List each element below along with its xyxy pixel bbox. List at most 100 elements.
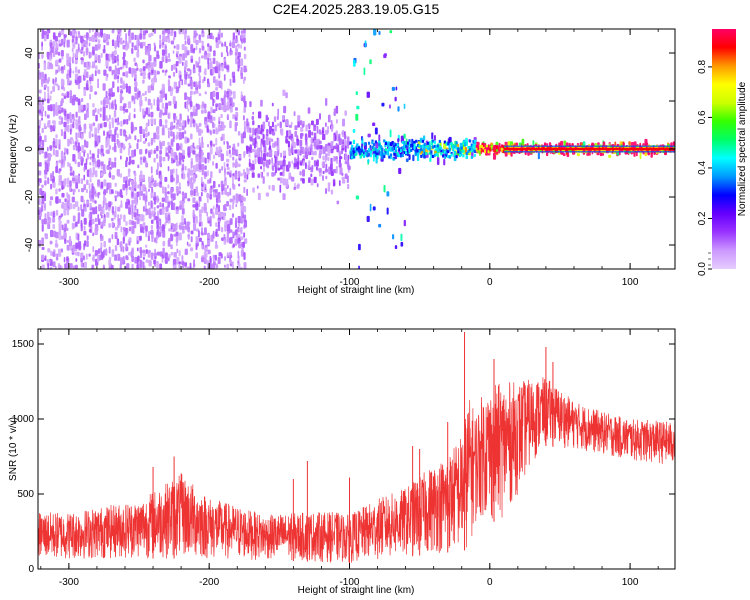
spectrogram-cell: [159, 162, 162, 167]
spectrogram-cell: [220, 180, 224, 185]
spectrogram-cell: [411, 140, 414, 144]
spectrogram-cell: [170, 175, 174, 183]
spectrogram-cell: [38, 125, 41, 129]
spectrogram-cell: [49, 200, 52, 206]
spectrogram-cell: [156, 220, 159, 228]
spectrogram-cell: [86, 108, 89, 112]
spectrogram-cell: [38, 127, 40, 136]
spectrogram-cell: [55, 188, 58, 195]
spectrogram-x-tick-label: -300: [59, 277, 79, 288]
spectrogram-cell: [257, 173, 261, 178]
spectrogram-cell: [54, 265, 57, 269]
spectrogram-cell: [133, 108, 136, 113]
spectrogram-cell: [103, 189, 107, 196]
spectrogram-cell: [120, 96, 124, 101]
spectrogram-cell: [189, 180, 193, 189]
spectrogram-cell: [125, 221, 128, 226]
spectrogram-cell: [243, 219, 248, 228]
spectrogram-cell: [60, 128, 64, 137]
spectrogram-cell: [590, 145, 593, 149]
spectrogram-cell: [150, 182, 154, 186]
spectrogram-cell: [277, 167, 281, 171]
spectrogram-cell: [122, 143, 125, 151]
spectrogram-cell: [251, 163, 255, 171]
spectrogram-cell: [145, 208, 148, 212]
spectrogram-cell: [187, 73, 191, 79]
spectrogram-cell: [106, 73, 109, 78]
spectrogram-cell: [92, 232, 95, 237]
spectrogram-cell: [469, 148, 472, 152]
spectrogram-cell: [69, 80, 72, 84]
spectrogram-cell: [196, 192, 199, 197]
spectrogram-cell: [58, 139, 61, 145]
spectrogram-cell: [271, 185, 275, 191]
spectrogram-cell: [161, 49, 166, 56]
spectrogram-cell: [299, 171, 302, 176]
spectrogram-cell: [234, 107, 238, 111]
spectrogram-cell: [128, 207, 132, 215]
spectrogram-cell: [88, 213, 91, 219]
spectrogram-cell: [200, 221, 203, 227]
spectrogram-cell: [252, 159, 254, 164]
spectrogram-cell: [356, 105, 360, 110]
spectrogram-cell: [234, 238, 238, 246]
spectrogram-cell: [352, 129, 356, 133]
carrier-line: [503, 147, 675, 151]
spectrogram-cell: [139, 260, 143, 269]
spectrogram-cell: [664, 145, 667, 149]
spectrogram-cell: [455, 146, 458, 150]
spectrogram-cell: [94, 207, 97, 212]
spectrogram-cell: [351, 144, 354, 148]
spectrogram-cell: [462, 141, 465, 145]
spectrogram-cell: [285, 139, 289, 144]
spectrogram-cell: [55, 102, 58, 108]
spectrogram-cell: [300, 126, 304, 132]
spectrogram-cell: [228, 89, 232, 97]
spectrogram-cell: [203, 265, 206, 269]
spectrogram-y-tick-label: -40: [24, 237, 35, 252]
spectrogram-cell: [162, 186, 165, 194]
spectrogram-cell: [164, 29, 168, 32]
spectrogram-cell: [165, 192, 168, 198]
spectrogram-cell: [195, 203, 199, 211]
spectrogram-cell: [288, 172, 292, 180]
spectrogram-cell: [234, 123, 238, 132]
spectrogram-cell: [361, 153, 364, 157]
spectrogram-cell: [263, 168, 265, 173]
spectrogram-cell: [49, 259, 52, 263]
spectrogram-cell: [184, 262, 188, 267]
spectrogram-cell: [108, 57, 111, 62]
spectrogram-cell: [228, 172, 232, 177]
spectrogram-cell: [544, 145, 547, 149]
spectrogram-cell: [46, 98, 50, 104]
spectrogram-cell: [215, 91, 219, 100]
spectrogram-cell: [119, 242, 122, 248]
spectrogram-cell: [623, 145, 627, 149]
spectrogram-cell: [46, 114, 50, 119]
snr-y-tick-label: 1000: [12, 414, 35, 425]
spectrogram-cell: [240, 58, 244, 67]
spectrogram-cell: [335, 119, 338, 124]
spectrogram-cell: [134, 78, 136, 82]
spectrogram-cell: [637, 148, 640, 152]
spectrogram-cell: [147, 119, 150, 127]
spectrogram-cell: [193, 165, 197, 173]
spectrogram-cell: [198, 122, 202, 127]
spectrogram-cell: [271, 172, 275, 177]
spectrogram-cell: [108, 238, 111, 243]
spectrogram-cell: [52, 103, 56, 111]
spectrogram-cell: [485, 144, 489, 148]
spectrogram-cell: [455, 141, 458, 145]
spectrogram-cell: [495, 146, 499, 150]
spectrogram-cell: [83, 174, 86, 181]
spectrogram-cell: [274, 165, 278, 174]
spectrogram-cell: [443, 158, 446, 166]
spectrogram-cell: [341, 179, 346, 184]
spectrogram-cell: [136, 217, 140, 225]
spectrogram-cell: [125, 246, 129, 252]
spectrogram-cell: [223, 212, 226, 221]
spectrogram-cell: [125, 60, 129, 65]
spectrogram-cell: [122, 72, 126, 77]
spectrogram-cell: [71, 196, 75, 203]
spectrogram-cell: [100, 161, 104, 166]
